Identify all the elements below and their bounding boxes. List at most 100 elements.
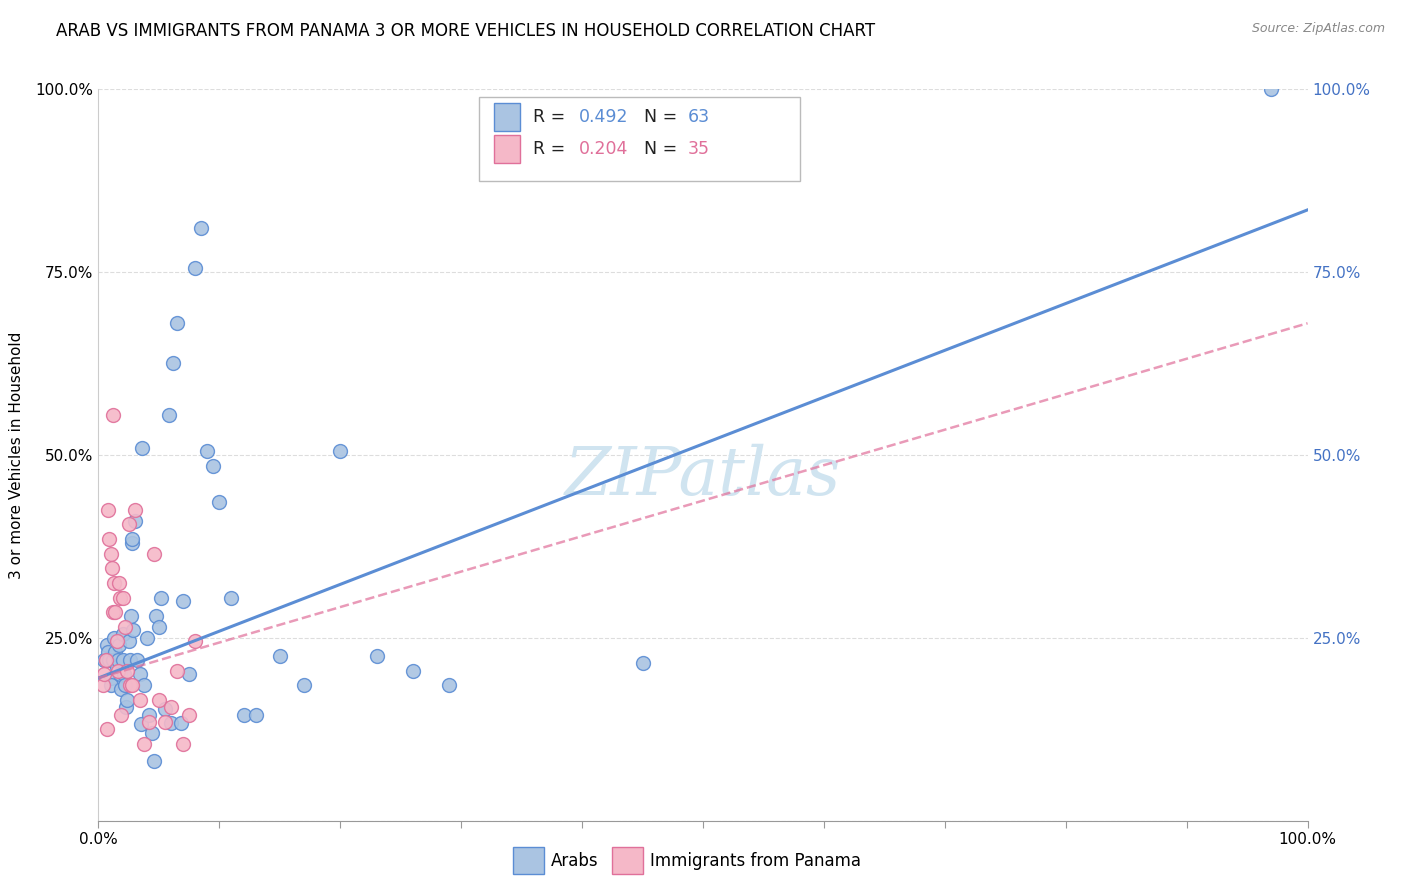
Point xyxy=(127,653,149,667)
Point xyxy=(184,634,207,648)
Point xyxy=(131,441,153,455)
Point xyxy=(124,503,146,517)
Point xyxy=(148,693,170,707)
Point xyxy=(166,664,188,678)
Point xyxy=(631,657,654,671)
Point xyxy=(94,653,117,667)
FancyBboxPatch shape xyxy=(494,136,520,163)
Y-axis label: 3 or more Vehicles in Household: 3 or more Vehicles in Household xyxy=(10,331,24,579)
Point xyxy=(93,667,115,681)
FancyBboxPatch shape xyxy=(494,103,520,131)
Point xyxy=(111,653,134,667)
Text: ARAB VS IMMIGRANTS FROM PANAMA 3 OR MORE VEHICLES IN HOUSEHOLD CORRELATION CHART: ARAB VS IMMIGRANTS FROM PANAMA 3 OR MORE… xyxy=(56,22,876,40)
Point xyxy=(107,653,129,667)
Point xyxy=(118,653,141,667)
Point xyxy=(160,716,183,731)
Point xyxy=(114,678,136,692)
Point xyxy=(112,667,135,681)
Point xyxy=(117,693,139,707)
Point xyxy=(172,594,194,608)
Point xyxy=(129,717,152,731)
Point xyxy=(179,667,201,681)
Point xyxy=(169,716,191,731)
Point xyxy=(245,707,267,722)
Point xyxy=(118,517,141,532)
Point xyxy=(208,495,231,509)
Point xyxy=(98,653,121,667)
Point xyxy=(96,638,118,652)
Point xyxy=(100,561,122,575)
Point xyxy=(111,591,134,605)
Text: Source: ZipAtlas.com: Source: ZipAtlas.com xyxy=(1251,22,1385,36)
Point xyxy=(108,667,131,681)
Point xyxy=(108,576,131,591)
Point xyxy=(232,707,254,722)
Point xyxy=(148,620,170,634)
Point xyxy=(104,605,127,619)
Point xyxy=(145,608,167,623)
Point xyxy=(292,678,315,692)
Point xyxy=(402,664,425,678)
Point xyxy=(101,408,124,422)
Point xyxy=(128,693,150,707)
Point xyxy=(437,678,460,692)
Point xyxy=(143,547,166,561)
Point xyxy=(120,608,142,623)
Point xyxy=(107,664,129,678)
Point xyxy=(166,316,188,330)
Point xyxy=(117,664,139,678)
Point xyxy=(108,591,131,605)
Point xyxy=(100,671,122,685)
Point xyxy=(100,678,122,692)
Point xyxy=(110,681,132,696)
Point xyxy=(115,700,138,714)
Text: N =: N = xyxy=(644,140,682,158)
Point xyxy=(179,707,201,722)
Point xyxy=(172,737,194,751)
Text: R =: R = xyxy=(533,108,571,126)
Text: 0.492: 0.492 xyxy=(578,108,628,126)
Point xyxy=(105,660,128,674)
Point xyxy=(103,631,125,645)
Point xyxy=(105,634,128,648)
Point xyxy=(134,678,156,692)
Point xyxy=(184,261,207,276)
Point xyxy=(101,605,124,619)
Point xyxy=(269,649,291,664)
Point xyxy=(91,678,114,692)
Text: Arabs: Arabs xyxy=(551,852,599,870)
Point xyxy=(121,532,143,546)
FancyBboxPatch shape xyxy=(479,96,800,180)
Text: ZIPatlas: ZIPatlas xyxy=(565,444,841,509)
Point xyxy=(135,631,157,645)
Point xyxy=(138,707,160,722)
Point xyxy=(202,458,225,473)
Point xyxy=(104,645,127,659)
Point xyxy=(118,678,141,692)
Point xyxy=(141,726,163,740)
Point xyxy=(96,723,118,737)
Point xyxy=(101,653,124,667)
Text: 35: 35 xyxy=(688,140,709,158)
Text: 0.204: 0.204 xyxy=(578,140,628,158)
Point xyxy=(97,503,120,517)
Point xyxy=(122,624,145,638)
Point xyxy=(153,714,176,729)
Point xyxy=(98,532,121,546)
Text: R =: R = xyxy=(533,140,571,158)
Point xyxy=(143,754,166,768)
Text: 63: 63 xyxy=(688,108,710,126)
Point xyxy=(128,667,150,681)
Point xyxy=(93,653,115,667)
Point xyxy=(157,408,180,422)
Point xyxy=(103,576,125,591)
Point xyxy=(153,702,176,716)
Point xyxy=(366,649,388,664)
Point xyxy=(190,221,212,235)
Point xyxy=(110,707,132,722)
Point xyxy=(162,356,184,371)
Point xyxy=(124,514,146,528)
Point xyxy=(114,620,136,634)
Point xyxy=(221,591,243,605)
Point xyxy=(111,627,134,641)
